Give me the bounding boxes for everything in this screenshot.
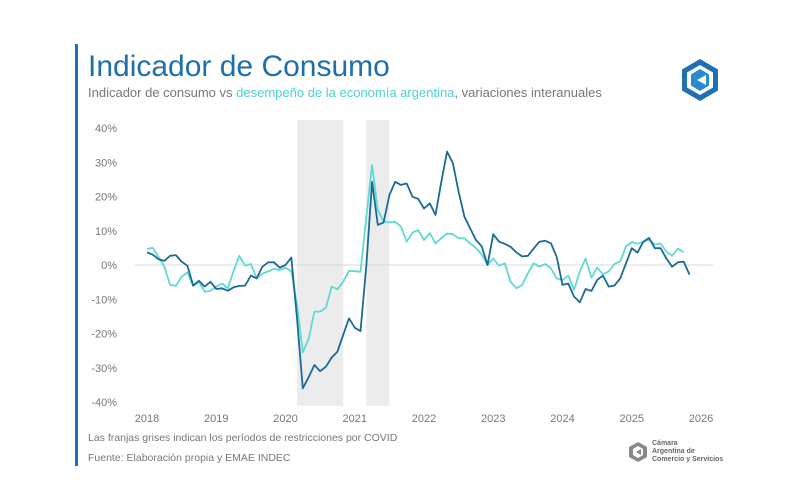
x-tick-label: 2023	[481, 413, 505, 425]
x-tick-label: 2024	[550, 413, 574, 425]
y-tick-label: 30%	[95, 157, 117, 169]
x-tick-label: 2025	[620, 413, 644, 425]
covid-note: Las franjas grises indican los períodos …	[88, 432, 398, 444]
y-tick-label: -20%	[91, 329, 117, 341]
series-line-emae	[146, 164, 685, 354]
x-tick-label: 2026	[689, 413, 713, 425]
source-note: Fuente: Elaboración propia y EMAE INDEC	[88, 452, 291, 464]
x-tick-label: 2021	[343, 413, 367, 425]
x-tick-label: 2018	[135, 413, 159, 425]
x-tick-label: 2019	[204, 413, 228, 425]
accent-bar	[75, 44, 78, 466]
y-tick-label: -10%	[91, 294, 117, 306]
y-tick-label: 40%	[95, 123, 117, 135]
covid-period-band	[297, 120, 344, 406]
org-line1: Cámara	[652, 440, 678, 447]
y-tick-label: -30%	[91, 363, 117, 375]
x-tick-label: 2020	[273, 413, 297, 425]
org-line3: Comercio y Servicios	[652, 456, 724, 463]
y-tick-label: -40%	[91, 397, 117, 409]
series-line-consumo	[146, 150, 691, 390]
y-tick-label: 0%	[101, 260, 117, 272]
subtitle: Indicador de consumo vs desempeño de la …	[88, 85, 602, 100]
org-name: Cámara Argentina de Comercio y Servicios	[652, 440, 723, 464]
x-tick-label: 2022	[412, 413, 436, 425]
covid-period-band	[366, 120, 390, 406]
page-title: Indicador de Consumo	[88, 50, 390, 83]
cac-logo-icon	[682, 59, 718, 101]
subtitle-highlight: desempeño de la economía argentina	[236, 85, 455, 100]
subtitle-part1: Indicador de consumo vs	[88, 85, 237, 100]
y-tick-label: 20%	[95, 192, 117, 204]
cac-footer-logo-icon	[629, 442, 647, 462]
org-line2: Argentina de	[652, 448, 695, 455]
subtitle-part2: , variaciones interanuales	[454, 85, 602, 100]
y-tick-label: 10%	[95, 226, 117, 238]
